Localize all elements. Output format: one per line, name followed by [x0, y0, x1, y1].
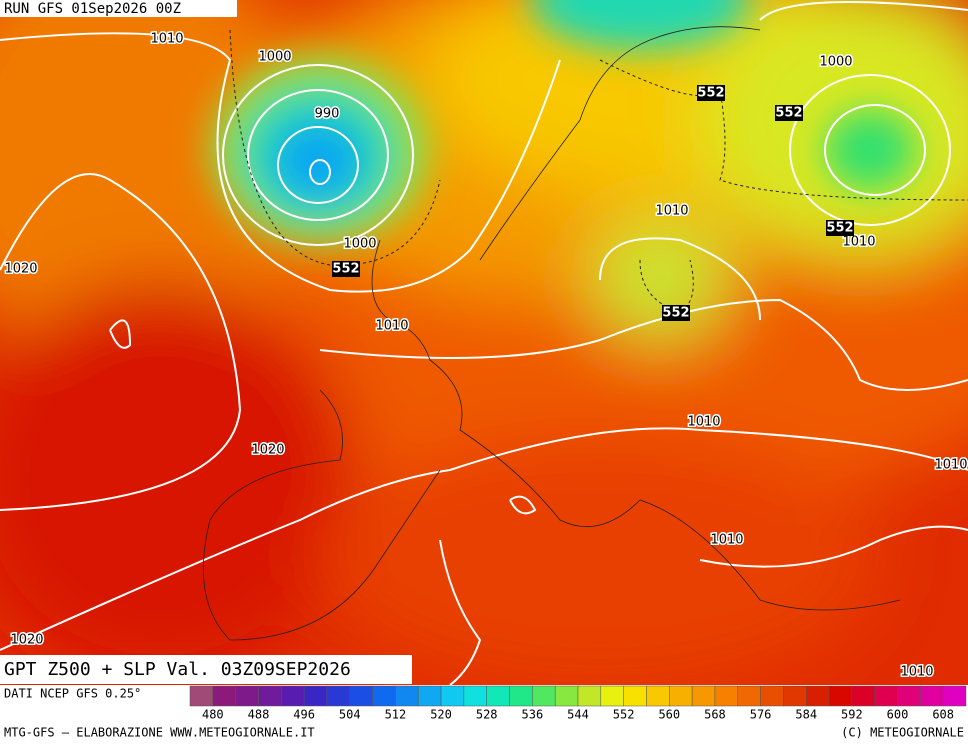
z500-contour — [229, 29, 968, 313]
isobar-label: 1010 — [710, 533, 743, 548]
scale-label: 552 — [613, 708, 635, 722]
scale-swatch — [440, 685, 465, 707]
scale-label: 512 — [385, 708, 407, 722]
isobars — [0, 1, 968, 685]
scale-label: 504 — [339, 708, 361, 722]
isobar-label: 1020 — [10, 633, 43, 648]
scale-swatch — [577, 685, 602, 707]
scale-swatch — [669, 685, 693, 707]
coastlines — [202, 26, 901, 641]
scale-swatch — [942, 685, 967, 707]
scale-swatch — [326, 685, 351, 707]
chart-title: GPT Z500 + SLP Val. 03Z09SEP2026 — [4, 659, 351, 680]
isobar-label: 1010 — [842, 235, 875, 250]
scale-swatch — [281, 685, 305, 707]
isobar-label: 1020 — [4, 262, 37, 277]
scale-swatch — [691, 685, 716, 707]
z500-label-box — [662, 305, 690, 321]
scale-label: 576 — [750, 708, 772, 722]
scale-label: 560 — [658, 708, 680, 722]
scale-swatch — [395, 685, 419, 707]
isobar-label: 990 — [315, 107, 340, 122]
scale-swatch — [623, 685, 647, 707]
scale-swatch — [486, 685, 510, 707]
credit-left: MTG-GFS — ELABORAZIONE WWW.METEOGIORNALE… — [4, 726, 315, 740]
z500-label: 552 — [332, 262, 359, 277]
scale-label: 480 — [202, 708, 224, 722]
credit-right: (C) METEOGIORNALE — [841, 726, 964, 740]
scale-label: 528 — [476, 708, 498, 722]
color-scale: 480 488 496 504 512 520 528 536 544 552 560 568 576 5… — [189, 685, 967, 722]
scale-swatch — [737, 685, 761, 707]
scale-label: 544 — [567, 708, 589, 722]
scale-swatch — [509, 685, 533, 707]
isobar-label: 1010 — [900, 665, 933, 680]
scale-swatch — [235, 685, 259, 707]
scale-label: 592 — [841, 708, 863, 722]
scale-label: 600 — [887, 708, 909, 722]
scale-swatch — [920, 685, 944, 707]
scale-swatch — [349, 685, 373, 707]
z500-label-box — [697, 85, 725, 101]
isobar-label: 1000 — [258, 50, 291, 65]
scale-swatch — [828, 685, 853, 707]
scale-swatch — [463, 685, 487, 707]
map — [0, 0, 968, 685]
scale-swatch — [714, 685, 739, 707]
isobar-label: 1010 — [687, 415, 720, 430]
scale-swatch — [783, 685, 807, 707]
z500-label-box — [775, 105, 803, 121]
isobar-label: 1010 — [375, 319, 408, 334]
data-source: DATI NCEP GFS 0.25° — [4, 687, 141, 701]
scale-swatch — [303, 685, 328, 707]
isobar-label: 1010 — [150, 32, 183, 47]
scale-swatch — [897, 685, 921, 707]
isobar-label: 1010 — [655, 204, 688, 219]
scale-swatch — [212, 685, 236, 707]
scale-swatch — [417, 685, 442, 707]
scale-label: 488 — [248, 708, 270, 722]
scale-swatch — [372, 685, 396, 707]
z500-label: 552 — [697, 86, 724, 101]
z500-label-box — [332, 261, 360, 277]
scale-label: 608 — [932, 708, 954, 722]
scale-swatch — [760, 685, 784, 707]
scale-label: 568 — [704, 708, 726, 722]
scale-label: 584 — [795, 708, 817, 722]
isobar-label: 1010 — [934, 458, 967, 473]
scale-swatch — [805, 685, 830, 707]
scale-label: 496 — [293, 708, 315, 722]
z500-label-box — [826, 220, 854, 236]
isobar-label: 1000 — [343, 237, 376, 252]
z500-label: 552 — [662, 306, 689, 321]
isobar-label: 1000 — [819, 55, 852, 70]
z500-label: 552 — [826, 221, 853, 236]
scale-label: 520 — [430, 708, 452, 722]
scale-swatch — [851, 685, 875, 707]
z500-label: 552 — [775, 106, 802, 121]
isobar-label: 1020 — [251, 443, 284, 458]
scale-swatch — [554, 685, 579, 707]
scale-swatch — [532, 685, 556, 707]
scale-swatch — [646, 685, 670, 707]
scale-swatch — [258, 685, 282, 707]
scale-swatch — [874, 685, 898, 707]
scale-swatch — [189, 685, 214, 707]
run-label: RUN GFS 01Sep2026 00Z — [4, 1, 181, 17]
scale-swatch — [600, 685, 624, 707]
scale-label: 536 — [522, 708, 544, 722]
